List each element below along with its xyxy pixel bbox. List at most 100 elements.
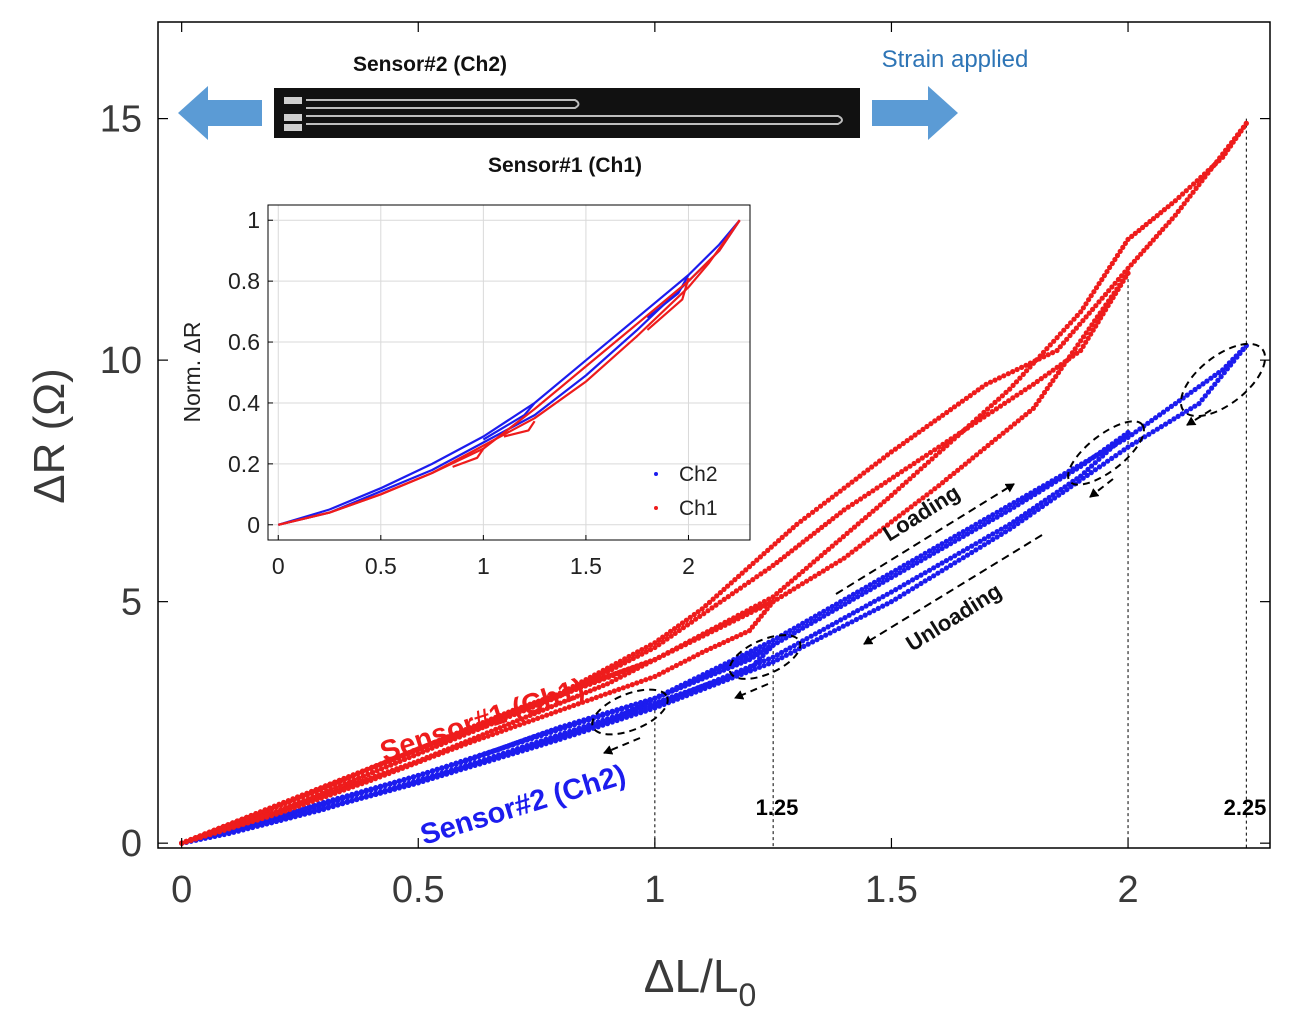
main-point-ch2-cycle3-loading (808, 620, 814, 627)
main-point-ch1-cycle3-unloading (754, 574, 760, 580)
main-point-ch1-cycle3-loading (1023, 412, 1029, 418)
main-point-ch2-cycle4-loading (467, 755, 473, 762)
main-point-ch2-cycle4-unloading (590, 725, 596, 731)
main-point-ch2-cycle4-unloading (1027, 512, 1033, 518)
main-point-ch1-cycle4-unloading (198, 834, 204, 840)
main-point-ch1-cycle4-unloading (1181, 201, 1187, 207)
main-point-ch1-cycle4-loading (309, 788, 315, 795)
main-point-ch2-cycle4-unloading (1234, 354, 1240, 360)
main-point-ch2-cycle4-unloading (670, 698, 676, 704)
main-point-ch2-cycle3-unloading (969, 543, 975, 549)
main-point-ch2-cycle3-unloading (743, 665, 749, 671)
main-point-ch1-cycle4-unloading (643, 644, 649, 650)
main-point-ch2-cycle4-loading (709, 667, 715, 673)
main-point-ch1-cycle4-unloading (438, 741, 444, 747)
main-point-ch1-cycle3-unloading (1118, 282, 1124, 288)
main-point-ch2-cycle3-unloading (943, 558, 950, 564)
main-point-ch1-cycle2-unloading (682, 658, 688, 664)
main-point-ch1-cycle3-unloading (664, 636, 670, 642)
main-point-ch1-cycle4-unloading (750, 560, 756, 567)
main-point-ch1-cycle3-loading (958, 464, 965, 470)
main-point-ch1-cycle4-unloading (530, 702, 536, 708)
peak-label-2-25: 2.25 (1224, 795, 1267, 820)
main-point-ch1-cycle4-unloading (825, 497, 832, 503)
main-point-ch1-cycle4-loading (1136, 227, 1142, 234)
main-point-ch1-cycle1-unloading (596, 684, 602, 690)
main-point-ch1-cycle4-loading (1093, 285, 1100, 291)
main-point-ch1-cycle4-unloading (374, 768, 380, 774)
main-point-ch2-cycle4-unloading (711, 682, 717, 688)
main-point-ch2-cycle3-unloading (787, 645, 793, 651)
main-point-ch2-cycle4-unloading (871, 608, 877, 614)
main-point-ch1-cycle4-unloading (790, 525, 796, 531)
main-point-ch1-cycle4-loading (624, 667, 630, 673)
main-point-ch2-cycle4-unloading (1205, 389, 1212, 395)
main-point-ch2-cycle4-loading (581, 718, 587, 725)
main-point-ch2-cycle4-loading (897, 565, 903, 571)
main-point-ch1-cycle3-loading (989, 439, 995, 445)
main-point-ch2-cycle4-unloading (292, 813, 298, 819)
main-point-ch1-cycle3-unloading (746, 579, 752, 586)
unloading-label: Unloading (901, 578, 1005, 656)
main-point-ch2-cycle2-loading (742, 658, 748, 665)
main-point-ch1-cycle4-loading (652, 657, 658, 663)
main-point-ch2-cycle4-loading (1028, 490, 1034, 496)
main-point-ch2-cycle4-unloading (952, 560, 958, 566)
main-point-ch2-cycle4-loading (628, 703, 634, 709)
main-point-ch1-cycle3-unloading (834, 513, 840, 519)
main-point-ch1-cycle2-unloading (481, 735, 487, 741)
main-point-ch1-cycle4-unloading (699, 606, 705, 612)
main-point-ch2-cycle4-loading (1091, 454, 1097, 460)
main-point-ch1-cycle4-loading (669, 647, 676, 653)
main-point-ch1-cycle4-unloading (324, 788, 330, 794)
main-point-ch1-cycle1-unloading (617, 674, 624, 680)
main-point-ch1-cycle4-unloading (511, 710, 517, 716)
main-point-ch1-cycle3-loading (841, 555, 847, 561)
main-point-ch2-cycle4-loading (766, 639, 772, 646)
main-point-ch1-cycle4-loading (709, 626, 715, 633)
main-point-ch1-cycle4-unloading (235, 821, 241, 827)
main-point-ch2-cycle3-loading (935, 548, 941, 554)
main-point-ch1-cycle4-loading (1020, 371, 1026, 377)
main-point-ch1-cycle3-unloading (750, 577, 756, 583)
main-point-ch2-cycle4-unloading (1224, 366, 1230, 372)
main-point-ch1-cycle4-loading (596, 678, 602, 684)
main-point-ch1-cycle3-unloading (915, 458, 921, 464)
main-point-ch1-cycle4-loading (1054, 335, 1060, 341)
main-point-ch1-cycle1-unloading (600, 682, 606, 689)
main-point-ch2-cycle4-unloading (734, 673, 740, 679)
main-point-ch2-cycle4-loading (339, 794, 346, 800)
main-point-ch2-cycle3-loading (986, 519, 992, 525)
main-point-ch1-cycle4-loading (257, 809, 264, 815)
main-point-ch1-cycle4-unloading (1073, 325, 1079, 331)
main-point-ch1-cycle4-loading (1150, 216, 1157, 222)
main-point-ch2-cycle4-loading (795, 623, 802, 629)
main-point-ch1-cycle4-loading (601, 676, 607, 682)
main-point-ch2-cycle4-unloading (297, 812, 303, 818)
main-point-ch1-cycle2-unloading (729, 635, 735, 642)
main-point-ch2-cycle4-loading (387, 781, 393, 787)
inset-y-ticks: 0 0.2 0.4 0.6 0.8 1 (228, 207, 273, 538)
main-point-ch2-cycle3-unloading (888, 589, 895, 595)
main-point-ch1-cycle3-loading (1008, 424, 1014, 430)
main-point-ch1-cycle3-unloading (1113, 290, 1119, 297)
main-point-ch1-cycle3-unloading (1110, 295, 1116, 301)
main-point-ch2-cycle4-unloading (1060, 489, 1066, 495)
main-point-ch2-cycle4-unloading (1192, 403, 1198, 409)
main-point-ch1-cycle4-loading (1104, 269, 1110, 275)
main-point-ch1-cycle3-unloading (870, 488, 876, 494)
main-point-ch2-cycle4-unloading (1231, 358, 1237, 364)
main-point-ch2-cycle3-loading (901, 567, 907, 573)
main-point-ch1-cycle3-loading (928, 489, 934, 495)
main-point-ch1-cycle3-unloading (789, 548, 795, 554)
inset-x-ticks: 0 0.5 1 1.5 2 (272, 535, 695, 579)
main-point-ch2-cycle4-loading (713, 665, 719, 671)
main-point-ch1-cycle3-loading (932, 486, 938, 492)
main-point-ch1-cycle1-unloading (557, 700, 563, 706)
main-point-ch2-cycle4-unloading (1183, 408, 1190, 414)
main-point-ch2-cycle4-loading (505, 743, 511, 749)
main-point-ch2-cycle4-loading (595, 714, 601, 720)
main-point-ch1-cycle3-unloading (717, 599, 723, 605)
main-point-ch1-cycle4-loading (1125, 236, 1131, 242)
main-point-ch2-cycle4-unloading (1068, 484, 1074, 490)
